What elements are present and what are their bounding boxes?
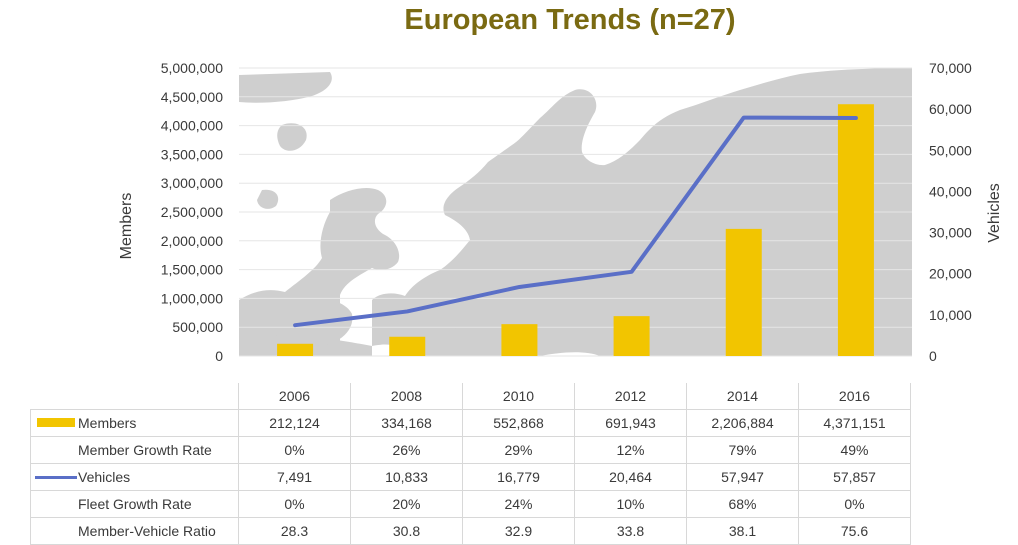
table-cell: 552,868 [463, 410, 575, 437]
row-label-text: Vehicles [78, 469, 130, 485]
table-cell: 4,371,151 [799, 410, 911, 437]
left-tick-label: 3,000,000 [161, 175, 223, 191]
table-row-label: Fleet Growth Rate [31, 491, 239, 518]
members-bar-2016 [838, 104, 874, 356]
table-cell: 57,857 [799, 464, 911, 491]
table-cell: 0% [239, 491, 351, 518]
right-tick-label: 70,000 [929, 60, 972, 76]
table-cell: 334,168 [351, 410, 463, 437]
map-landmass-ireland [257, 190, 278, 209]
table-cell: 212,124 [239, 410, 351, 437]
members-bar-2008 [389, 337, 425, 356]
table-cell: 29% [463, 437, 575, 464]
table-cell: 24% [463, 491, 575, 518]
table-cell: 20,464 [575, 464, 687, 491]
right-axis-ticks: 0 10,000 20,000 30,000 40,000 50,000 60,000 70,… [929, 60, 972, 364]
map-landmass-iceland-uk [239, 72, 332, 103]
members-bar-2014 [726, 229, 762, 356]
right-axis-title: Vehicles [986, 183, 1003, 243]
table-corner [31, 383, 239, 410]
table-cell: 2,206,884 [687, 410, 799, 437]
table-row-label: Member-Vehicle Ratio [31, 518, 239, 545]
left-tick-label: 2,500,000 [161, 204, 223, 220]
members-bar-2012 [614, 316, 650, 356]
table-header-year: 2016 [799, 383, 911, 410]
row-label-text: Member Growth Rate [78, 442, 212, 458]
table-cell: 79% [687, 437, 799, 464]
table-cell: 0% [799, 491, 911, 518]
right-tick-label: 30,000 [929, 225, 972, 241]
vehicles-legend-swatch [35, 476, 77, 479]
right-tick-label: 40,000 [929, 183, 972, 199]
table-cell: 10,833 [351, 464, 463, 491]
table-cell: 49% [799, 437, 911, 464]
table-cell: 28.3 [239, 518, 351, 545]
members-bar-2010 [501, 324, 537, 356]
right-tick-label: 20,000 [929, 266, 972, 282]
table-cell: 26% [351, 437, 463, 464]
left-axis-title: Members [118, 193, 135, 260]
left-tick-label: 1,500,000 [161, 262, 223, 278]
row-label-text: Members [78, 415, 136, 431]
left-tick-label: 4,500,000 [161, 89, 223, 105]
table-row-label: Member Growth Rate [31, 437, 239, 464]
table-cell: 38.1 [687, 518, 799, 545]
table-row-label: Members [31, 410, 239, 437]
right-tick-label: 0 [929, 348, 937, 364]
table-cell: 691,943 [575, 410, 687, 437]
table-row-label: Vehicles [31, 464, 239, 491]
table-cell: 10% [575, 491, 687, 518]
left-tick-label: 3,500,000 [161, 146, 223, 162]
table-row: Member Growth Rate 0%26%29%12%79%49% [31, 437, 911, 464]
members-bar-2006 [277, 344, 313, 356]
table-cell: 68% [687, 491, 799, 518]
right-tick-label: 50,000 [929, 142, 972, 158]
table-header-year: 2006 [239, 383, 351, 410]
table-header-year: 2014 [687, 383, 799, 410]
table-cell: 16,779 [463, 464, 575, 491]
table-cell: 32.9 [463, 518, 575, 545]
table-cell: 7,491 [239, 464, 351, 491]
right-tick-label: 60,000 [929, 101, 972, 117]
table-header-year: 2012 [575, 383, 687, 410]
left-tick-label: 2,000,000 [161, 233, 223, 249]
table-cell: 30.8 [351, 518, 463, 545]
table-cell: 20% [351, 491, 463, 518]
right-tick-label: 10,000 [929, 307, 972, 323]
table-cell: 12% [575, 437, 687, 464]
table-cell: 57,947 [687, 464, 799, 491]
table-header-year: 2010 [463, 383, 575, 410]
members-legend-swatch [37, 418, 75, 427]
table-cell: 75.6 [799, 518, 911, 545]
left-axis-ticks: 0 500,000 1,000,000 1,500,000 2,000,000 2,500… [161, 60, 224, 364]
left-tick-label: 0 [215, 348, 223, 364]
left-tick-label: 5,000,000 [161, 60, 223, 76]
row-label-text: Member-Vehicle Ratio [78, 523, 216, 539]
left-tick-label: 4,000,000 [161, 118, 223, 134]
table-header-year: 2008 [351, 383, 463, 410]
left-tick-label: 500,000 [172, 319, 223, 335]
row-label-text: Fleet Growth Rate [78, 496, 192, 512]
left-tick-label: 1,000,000 [161, 290, 223, 306]
map-landmass-britain [277, 123, 306, 151]
table-cell: 0% [239, 437, 351, 464]
table-cell: 33.8 [575, 518, 687, 545]
